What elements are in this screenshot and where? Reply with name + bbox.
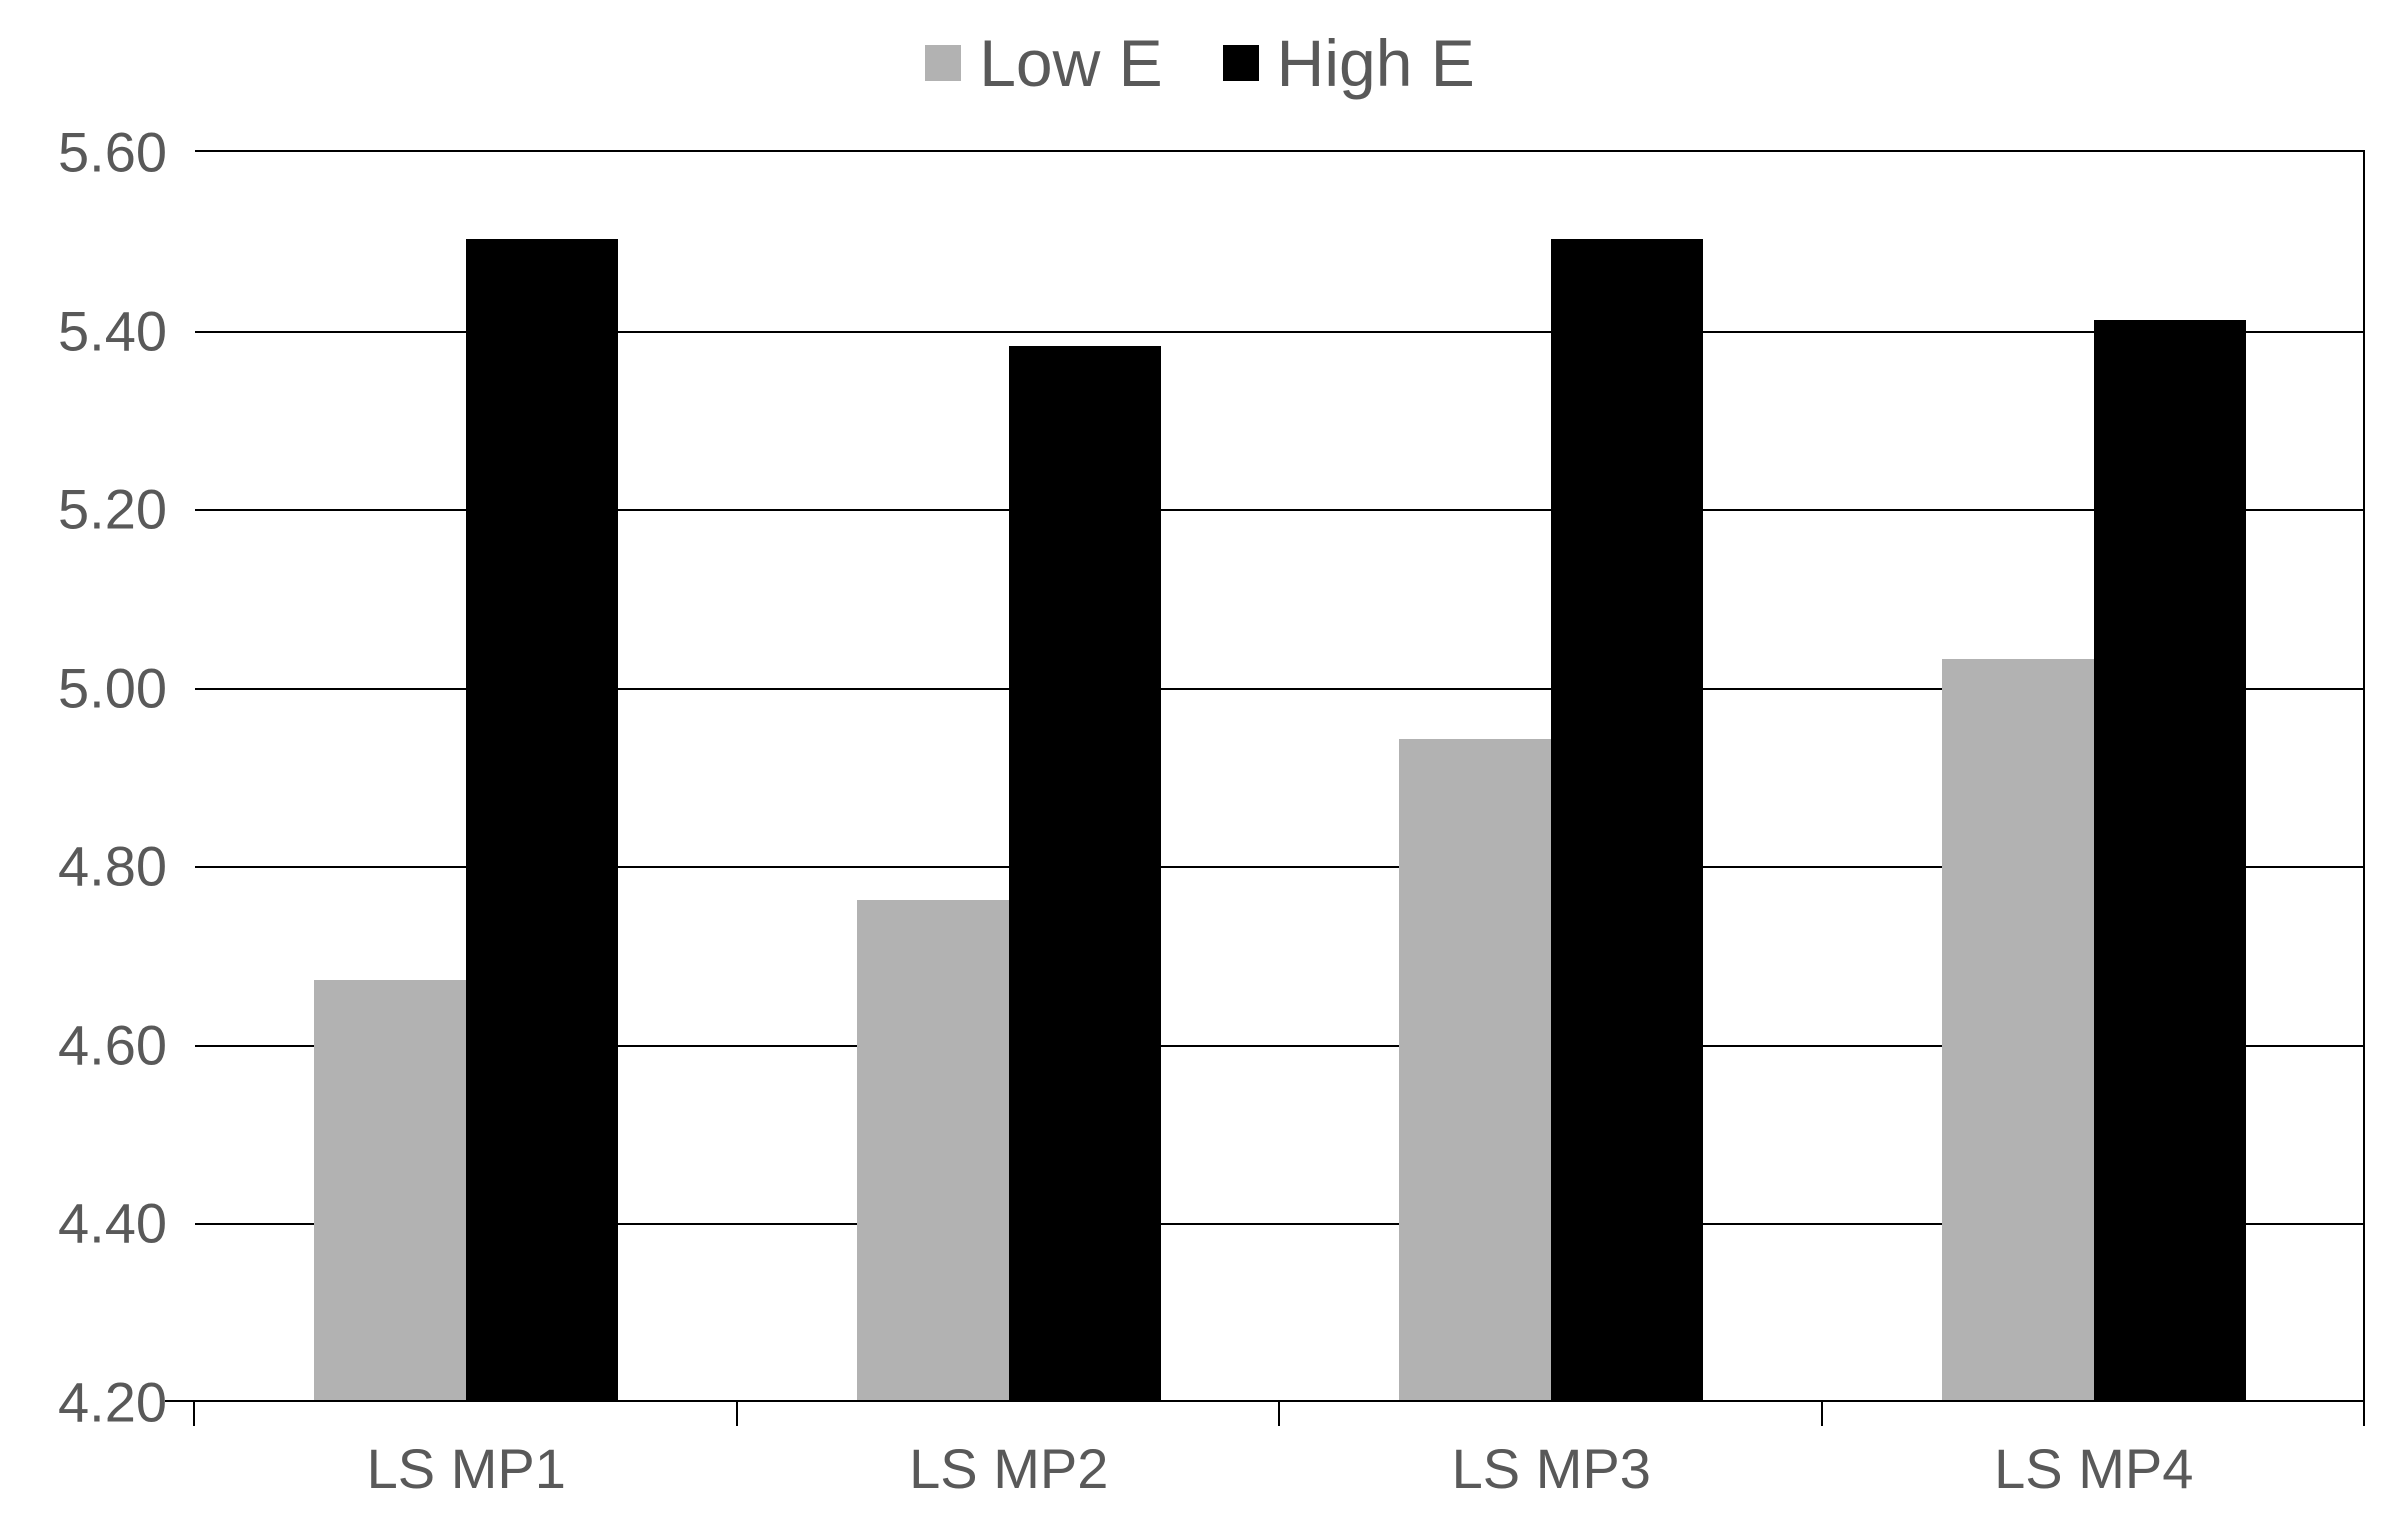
x-tick — [1278, 1402, 1280, 1426]
bar — [1551, 239, 1703, 1400]
bar — [857, 900, 1009, 1400]
x-tick-label: LS MP2 — [909, 1436, 1108, 1501]
legend-label: Low E — [979, 25, 1162, 101]
y-tick-label: 4.60 — [58, 1012, 195, 1077]
legend-swatch — [925, 45, 961, 81]
y-tick-label: 4.80 — [58, 834, 195, 899]
x-tick — [736, 1402, 738, 1426]
bar — [1009, 346, 1161, 1400]
x-tick-label: LS MP1 — [367, 1436, 566, 1501]
bar — [1942, 659, 2094, 1400]
x-axis: LS MP1LS MP2LS MP3LS MP4 — [165, 1400, 2365, 1402]
legend-item: High E — [1223, 25, 1475, 101]
bar-chart: Low EHigh E 4.204.404.604.805.005.205.40… — [0, 0, 2400, 1528]
x-tick-label: LS MP3 — [1452, 1436, 1651, 1501]
y-tick-label: 5.60 — [58, 120, 195, 185]
legend-swatch — [1223, 45, 1259, 81]
legend: Low E High E — [0, 20, 2400, 101]
x-tick — [2363, 1402, 2365, 1426]
bar — [2094, 320, 2246, 1400]
bar — [1399, 739, 1551, 1400]
legend-label: High E — [1277, 25, 1475, 101]
y-tick-label: 4.20 — [58, 1370, 195, 1435]
bar — [314, 980, 466, 1400]
bar — [466, 239, 618, 1400]
x-tick — [193, 1402, 195, 1426]
x-tick — [1821, 1402, 1823, 1426]
plot-area: 4.204.404.604.805.005.205.405.60 — [195, 150, 2365, 1400]
x-tick-label: LS MP4 — [1994, 1436, 2193, 1501]
y-tick-label: 4.40 — [58, 1191, 195, 1256]
y-tick-label: 5.20 — [58, 477, 195, 542]
y-tick-label: 5.00 — [58, 655, 195, 720]
legend-item: Low E — [925, 25, 1162, 101]
y-tick-label: 5.40 — [58, 298, 195, 363]
